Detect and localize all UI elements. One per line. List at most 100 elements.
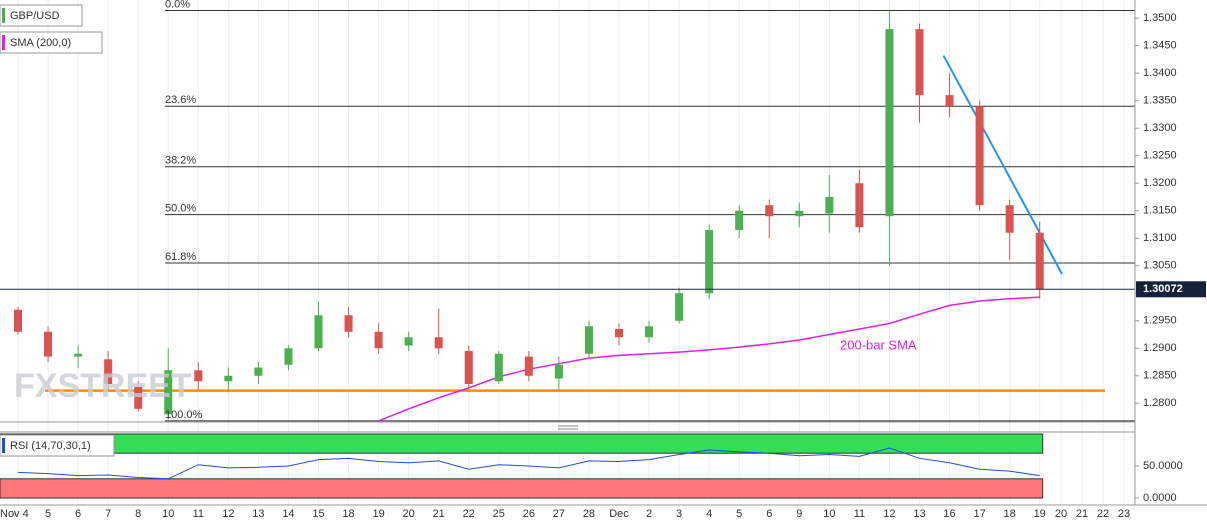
- legend-box[interactable]: [0, 434, 115, 457]
- candle-body: [765, 205, 774, 217]
- candle-body: [344, 315, 353, 332]
- y-tick-label: 50.0000: [1143, 460, 1183, 472]
- candle-body: [885, 29, 894, 217]
- legend-text: RSI (14,70,30,1): [10, 440, 91, 452]
- y-tick-label: 1.3300: [1143, 122, 1177, 134]
- x-tick-label: 10: [162, 508, 174, 520]
- candle-body: [284, 348, 293, 365]
- last-price-label: 1.30072: [1143, 283, 1183, 295]
- x-tick-label: 21: [433, 508, 445, 520]
- candle-body: [1035, 232, 1044, 290]
- y-tick-label: 1.2800: [1143, 397, 1177, 409]
- overbought-band: [0, 433, 1044, 454]
- legend-swatch: [2, 438, 5, 453]
- x-tick-label: 3: [676, 508, 682, 520]
- x-tick-label: 4: [706, 508, 712, 520]
- candle-body: [554, 364, 563, 379]
- x-tick-label: 22: [1097, 508, 1109, 520]
- last-price-box: [1136, 281, 1206, 298]
- legend-swatch: [2, 35, 5, 50]
- x-tick-label: 17: [973, 508, 985, 520]
- legend-box[interactable]: [0, 31, 103, 54]
- x-tick-label: 9: [796, 508, 802, 520]
- fib-label: 23.6%: [165, 94, 196, 106]
- candle-body: [224, 375, 233, 382]
- fib-label: 61.8%: [165, 251, 196, 263]
- candle-body: [44, 331, 53, 357]
- x-tick-label: 18: [1004, 508, 1016, 520]
- x-tick-label: 28: [583, 508, 595, 520]
- x-tick-label: 13: [913, 508, 925, 520]
- x-tick-label: Nov 4: [0, 508, 29, 520]
- legend-box[interactable]: [0, 4, 83, 27]
- candle-body: [825, 196, 834, 214]
- candle-body: [464, 351, 473, 385]
- y-tick-label: 1.2850: [1143, 370, 1177, 382]
- x-tick-label: 11: [854, 508, 865, 520]
- y-tick-label: 1.3400: [1143, 67, 1177, 79]
- candle-body: [374, 331, 383, 349]
- candle-body: [164, 370, 173, 415]
- legend-swatch: [2, 8, 5, 23]
- x-tick-label: 8: [135, 508, 141, 520]
- x-tick-label: 6: [766, 508, 772, 520]
- x-tick-label: 5: [736, 508, 742, 520]
- x-tick-label: 27: [553, 508, 565, 520]
- x-tick-label: 16: [943, 508, 955, 520]
- legend-text: GBP/USD: [10, 10, 60, 22]
- y-tick-label: 1.3450: [1143, 40, 1177, 52]
- fib-label: 0.0%: [165, 0, 190, 10]
- x-tick-label: 7: [105, 508, 111, 520]
- sma-line: [378, 296, 1040, 422]
- candle-body: [1005, 205, 1014, 233]
- y-tick-label: 0.0000: [1143, 492, 1177, 504]
- candle-body: [314, 315, 323, 349]
- x-tick-label: 25: [493, 508, 505, 520]
- y-tick-label: 1.3200: [1143, 177, 1177, 189]
- candle-body: [434, 337, 443, 349]
- rsi-line: [17, 447, 1040, 480]
- candle-body: [615, 329, 623, 338]
- candle-body: [254, 367, 263, 376]
- oversold-band: [0, 478, 1044, 499]
- y-tick-label: 1.2900: [1143, 342, 1177, 354]
- x-tick-label: 23: [1118, 508, 1130, 520]
- candle-body: [14, 309, 22, 332]
- candle-body: [795, 210, 804, 217]
- legend-text: SMA (200,0): [10, 37, 71, 49]
- candle-body: [104, 359, 113, 385]
- x-tick-label: 13: [252, 508, 264, 520]
- annotation: 200-bar SMA: [840, 337, 917, 352]
- watermark: FXSTREET: [14, 367, 192, 405]
- x-tick-label: 21: [1076, 508, 1088, 520]
- x-tick-label: 11: [193, 508, 204, 520]
- candle-body: [494, 353, 503, 382]
- candle-body: [584, 326, 593, 354]
- candle-body: [705, 229, 714, 294]
- y-tick-label: 1.3500: [1143, 12, 1177, 24]
- legend: GBP/USD SMA (200,0) RSI (14,70,30,1): [0, 4, 115, 457]
- candle-body: [74, 353, 83, 357]
- x-tick-label: 12: [883, 508, 895, 520]
- candle-body: [915, 29, 924, 96]
- x-tick-label: 22: [463, 508, 475, 520]
- y-tick-label: 1.3250: [1143, 150, 1177, 162]
- candle-body: [194, 370, 203, 382]
- x-tick-label: 19: [372, 508, 384, 520]
- candle-body: [945, 95, 954, 107]
- candle-body: [645, 326, 654, 338]
- x-tick-label: 20: [1055, 508, 1067, 520]
- x-tick-label: 2: [646, 508, 652, 520]
- fib-label: 50.0%: [165, 202, 196, 214]
- y-tick-label: 1.3150: [1143, 205, 1177, 217]
- x-tick-label: 6: [75, 508, 81, 520]
- x-tick-label: 12: [222, 508, 234, 520]
- candle-body: [524, 356, 533, 376]
- fib-label: 38.2%: [165, 155, 196, 167]
- x-tick-label: 18: [342, 508, 354, 520]
- y-tick-label: 1.2950: [1143, 315, 1177, 327]
- x-tick-label: Dec: [609, 508, 629, 520]
- candle-body: [404, 337, 413, 346]
- candle-body: [855, 183, 864, 228]
